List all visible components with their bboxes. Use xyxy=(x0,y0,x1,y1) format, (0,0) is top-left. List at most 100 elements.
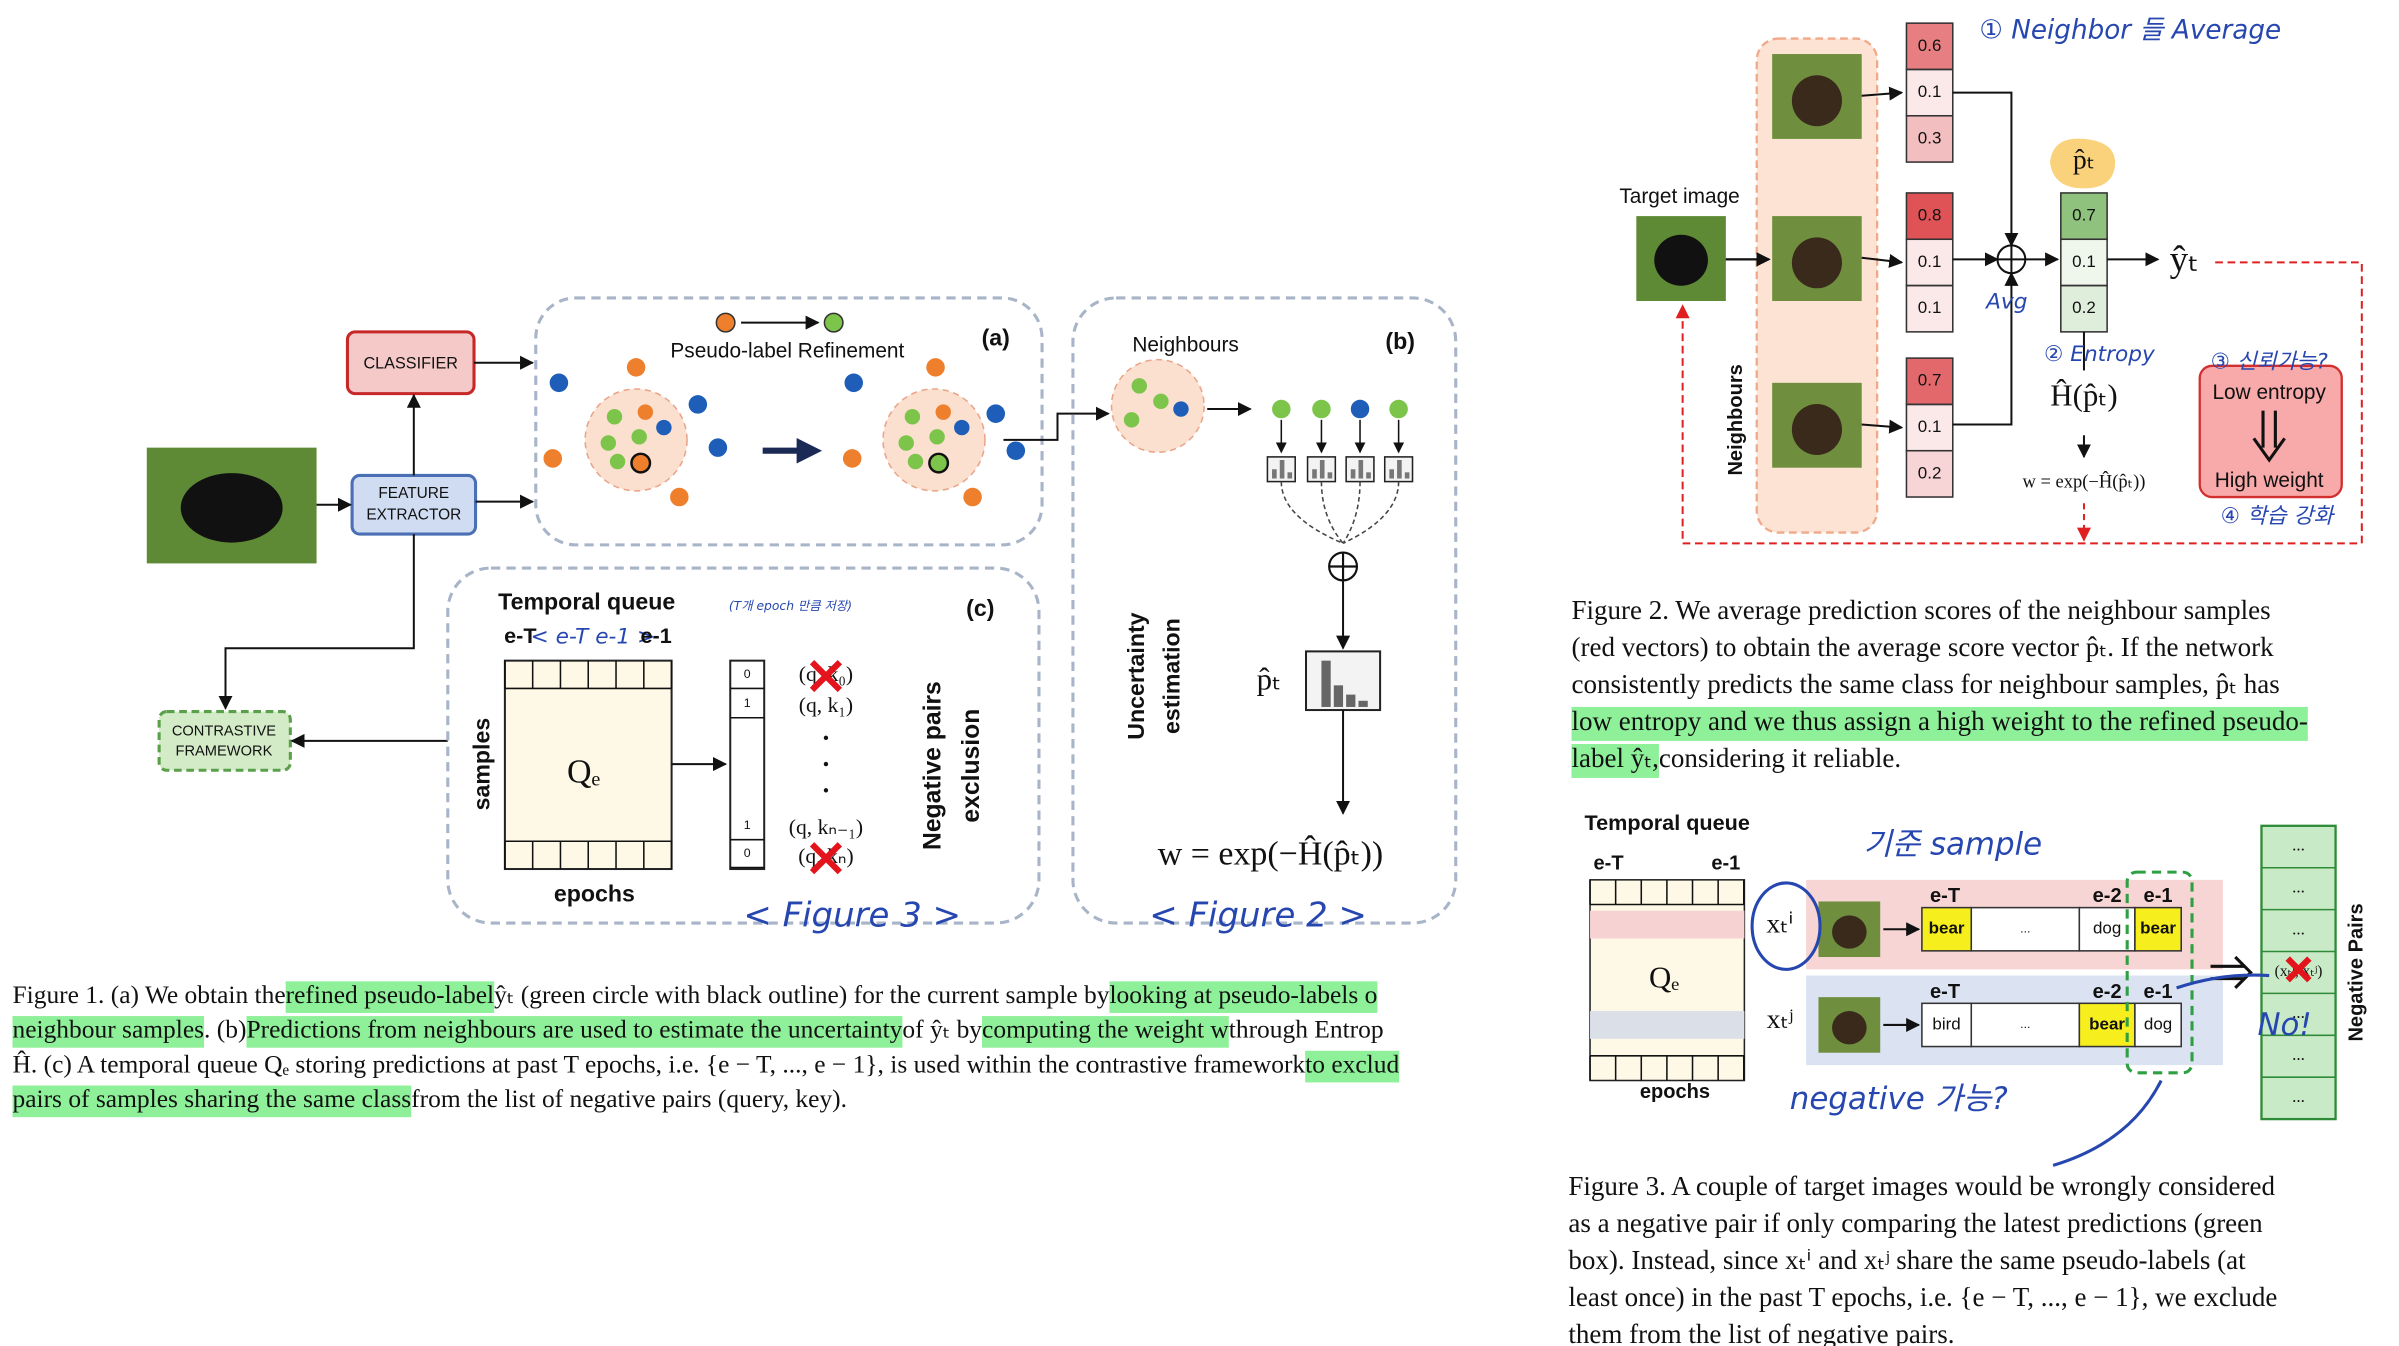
thick-arrow xyxy=(762,438,823,464)
dot xyxy=(929,429,945,445)
caption-text: them from the list of negative pairs. xyxy=(1568,1319,1954,1346)
dot xyxy=(606,409,623,425)
connector xyxy=(1952,91,2019,247)
highlight xyxy=(285,981,495,1013)
panel-title: Pseudo-label Refinement xyxy=(670,339,904,362)
dot xyxy=(904,409,921,425)
caption-text: Figure 1. (a) We obtain the xyxy=(12,980,285,1009)
cross xyxy=(809,660,843,693)
caption-text: of ŷₜ by xyxy=(902,1015,982,1044)
histogram-bar xyxy=(1346,694,1356,707)
caption-text: . (b) xyxy=(204,1015,246,1044)
side-label: Neighbours xyxy=(1725,364,1747,475)
caption-text: consistently predicts the same class for… xyxy=(1572,669,2280,699)
histogram-bar xyxy=(1327,472,1333,479)
math: p̂ₜ xyxy=(1257,661,1282,696)
histogram-bar xyxy=(1287,472,1293,479)
score-value: 0.1 xyxy=(1918,252,1942,271)
axis-label: e-T xyxy=(1930,981,1961,1003)
queue-row xyxy=(1590,910,1745,939)
handwriting: No! xyxy=(2257,1007,2311,1043)
math: p̂ₜ xyxy=(2073,144,2095,175)
side-label: exclusion xyxy=(958,709,985,823)
highlight xyxy=(12,1085,412,1118)
double-arrow xyxy=(2252,410,2286,463)
contrastive-label: FRAMEWORK xyxy=(176,744,273,760)
score-cell xyxy=(1905,284,1954,333)
dot xyxy=(954,419,970,436)
connector xyxy=(218,534,415,710)
score-value: 0.1 xyxy=(1918,82,1942,101)
hand-arrow xyxy=(2052,1079,2163,1167)
handwriting: ① Neighbor 들 Average xyxy=(1979,15,2281,45)
dot xyxy=(600,435,617,451)
highlight xyxy=(982,1016,1229,1048)
cell-text: bird xyxy=(1932,1014,1960,1033)
list-item: ... xyxy=(2292,877,2305,896)
caption-text: through Entrop xyxy=(1229,1015,1384,1044)
axis-label: e-T xyxy=(1930,885,1961,907)
score-value: 0.1 xyxy=(1918,298,1942,317)
cell-text: bear xyxy=(2140,919,2176,938)
side-label: estimation xyxy=(1158,618,1184,734)
cross xyxy=(2285,956,2312,983)
extractor-label: FEATURE xyxy=(378,485,449,502)
highlight xyxy=(1305,1050,1400,1083)
label: Temporal queue xyxy=(1585,810,1750,835)
list-item: ... xyxy=(2292,919,2305,938)
score-cell xyxy=(2060,238,2108,287)
histogram-bar xyxy=(1272,469,1277,479)
math: Qₑ xyxy=(567,754,601,791)
dot xyxy=(626,358,646,377)
classifier-label: CLASSIFIER xyxy=(363,355,457,373)
result-box xyxy=(2198,364,2343,499)
highlight xyxy=(1109,981,1378,1013)
highlight-blob xyxy=(2050,138,2116,189)
axis-label: e-1 xyxy=(2144,885,2173,907)
dot xyxy=(842,449,862,468)
vector-value: 0 xyxy=(744,667,751,681)
connector xyxy=(1003,406,1110,441)
handwriting: negative 가능? xyxy=(1790,1081,2008,1117)
caption-text: from the list of negative pairs (query, … xyxy=(411,1084,847,1113)
vector-value: 1 xyxy=(744,818,751,832)
dot xyxy=(986,404,1006,423)
histogram-bar xyxy=(1319,459,1325,479)
connector xyxy=(1861,419,1904,434)
math: xₜʲ xyxy=(1767,1004,1793,1035)
dot xyxy=(935,404,951,420)
list-item: ... xyxy=(2292,836,2305,855)
contrastive-box xyxy=(157,710,292,772)
histogram-bar xyxy=(1333,685,1344,707)
dot xyxy=(715,312,736,333)
score-cell xyxy=(1905,449,1954,498)
photo-subject xyxy=(180,473,283,543)
vector-value: 1 xyxy=(744,696,751,710)
photo-subject xyxy=(1832,1011,1867,1045)
score-value: 0.3 xyxy=(1918,128,1942,147)
dashed-connector xyxy=(1320,481,1344,544)
dot xyxy=(688,395,708,414)
dot xyxy=(823,735,829,740)
caption-text: as a negative pair if only comparing the… xyxy=(1568,1208,2263,1238)
panel-label: (b) xyxy=(1385,328,1415,354)
dot xyxy=(543,449,563,468)
score-cell xyxy=(1905,68,1954,117)
dot xyxy=(928,452,950,474)
math: w = exp(−Ĥ(p̂ₜ)) xyxy=(1158,835,1383,872)
histogram-bar xyxy=(1397,459,1402,479)
handwriting: ④ 학습 강화 xyxy=(2221,504,2336,529)
extractor-label: EXTRACTOR xyxy=(366,507,461,524)
dot xyxy=(1006,441,1026,460)
cell-text: dog xyxy=(2144,1014,2172,1033)
histogram-bar xyxy=(1358,459,1364,479)
axis-label: epochs xyxy=(554,880,635,906)
dot xyxy=(609,453,626,470)
handwriting: (T개 epoch 만큼 저장) xyxy=(729,599,852,613)
vector xyxy=(729,659,766,871)
dot xyxy=(1173,401,1189,417)
photo-subject xyxy=(1791,237,1842,289)
list-item: ... xyxy=(2292,1045,2305,1064)
